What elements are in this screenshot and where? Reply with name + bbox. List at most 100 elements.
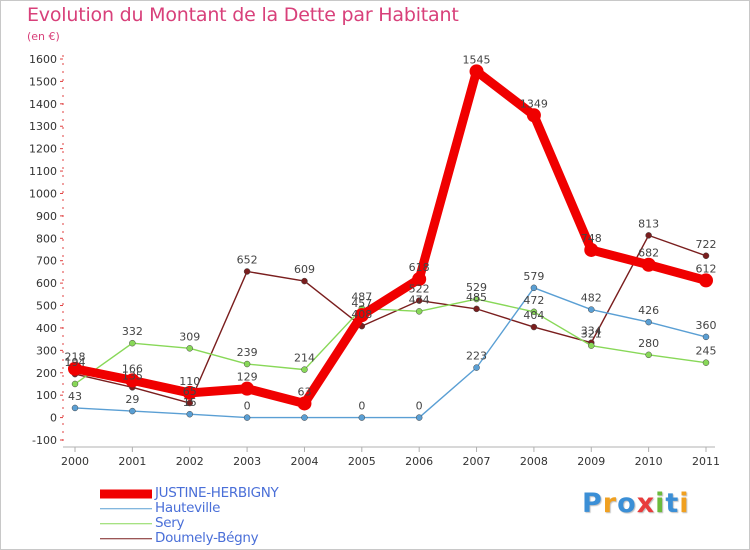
data-point-doumely-b-gny [530, 323, 538, 331]
data-label-doumely-b-gny: 722 [696, 238, 717, 251]
data-label-sery: 321 [581, 328, 602, 341]
data-label-justine-herbigny: 618 [409, 261, 430, 274]
data-label-hauteville: 579 [523, 270, 544, 283]
data-point-sery [301, 366, 308, 373]
logo-letter: o [617, 488, 637, 519]
data-point-doumely-b-gny [473, 305, 480, 313]
data-label-sery: 474 [409, 293, 430, 306]
legend-label: Hauteville [155, 500, 221, 516]
data-label-hauteville: 360 [696, 319, 717, 332]
data-point-sery [243, 360, 251, 368]
legend-swatch-justine-herbigny [100, 489, 152, 498]
data-label-hauteville: 426 [638, 304, 659, 317]
data-point-hauteville [71, 404, 79, 412]
y-tick-label: 1500 [29, 75, 57, 88]
data-label-justine-herbigny: 457 [351, 297, 372, 310]
data-label-doumely-b-gny: 522 [409, 283, 430, 296]
data-label-sery: 214 [294, 352, 315, 365]
data-label-sery: 487 [351, 290, 372, 303]
data-label-hauteville: 223 [466, 350, 487, 363]
logo-letter: r [602, 488, 618, 519]
data-label-justine-herbigny: 1545 [463, 53, 491, 66]
x-tick-label: 2008 [520, 455, 548, 468]
series-line-sery [74, 298, 707, 385]
data-label-hauteville: 0 [244, 400, 251, 413]
x-tick-label: 2009 [577, 455, 605, 468]
data-point-hauteville [415, 414, 423, 421]
data-label-doumely-b-gny: 404 [523, 309, 544, 322]
logo-letter: P [582, 488, 603, 519]
x-tick-label: 2001 [118, 455, 146, 468]
data-point-doumely-b-gny [415, 297, 423, 304]
y-tick-label: 1100 [29, 165, 57, 178]
data-point-sery [129, 339, 136, 347]
data-point-justine-herbigny [526, 108, 541, 123]
data-label-justine-herbigny: 682 [638, 247, 659, 260]
y-tick-label: 1600 [29, 53, 57, 66]
data-label-justine-herbigny: 1349 [520, 97, 548, 110]
series-line-doumely-b-gny [74, 234, 707, 404]
data-point-sery [186, 345, 193, 352]
data-label-justine-herbigny: 110 [179, 375, 200, 388]
x-tick-label: 2006 [405, 455, 433, 468]
data-point-sery [473, 295, 480, 303]
data-label-justine-herbigny: 748 [581, 232, 602, 245]
x-tick-label: 2011 [692, 455, 720, 468]
data-point-sery [702, 359, 710, 366]
y-tick-label: 700 [36, 255, 57, 268]
data-point-justine-herbigny [699, 273, 713, 288]
data-point-justine-herbigny [297, 396, 312, 411]
data-point-hauteville [473, 364, 480, 371]
data-point-sery [71, 380, 79, 388]
data-label-hauteville: 0 [416, 400, 423, 413]
data-label-justine-herbigny: 129 [237, 371, 258, 384]
data-label-hauteville: 43 [68, 390, 82, 403]
y-tick-label: 400 [36, 322, 57, 335]
data-point-hauteville [588, 306, 595, 313]
series-line-hauteville [74, 287, 707, 419]
data-label-doumely-b-gny: 194 [65, 356, 86, 369]
proxiti-logo: Proxiti [582, 488, 690, 519]
data-label-hauteville: 0 [358, 400, 365, 413]
data-label-hauteville: 482 [581, 292, 602, 305]
data-label-sery: 332 [122, 325, 143, 338]
chart-title: Evolution du Montant de la Dette par Hab… [27, 4, 459, 26]
data-label-sery: 280 [638, 337, 659, 350]
logo-letter: i [655, 488, 666, 519]
data-point-hauteville [301, 414, 308, 421]
y-tick-label: 900 [36, 210, 57, 223]
legend-swatch-hauteville [100, 507, 152, 510]
y-tick-label: -100 [32, 434, 57, 447]
data-point-doumely-b-gny [243, 268, 251, 275]
data-label-doumely-b-gny: 135 [122, 369, 143, 382]
legend-swatch-doumely-b-gny [100, 537, 152, 540]
x-tick-label: 2010 [635, 455, 663, 468]
data-label-sery: 239 [237, 346, 258, 359]
data-label-justine-herbigny: 63 [297, 385, 311, 398]
data-label-hauteville: 29 [125, 393, 139, 406]
data-point-doumely-b-gny [301, 277, 308, 285]
data-point-hauteville [186, 410, 193, 418]
data-point-doumely-b-gny [186, 399, 193, 407]
y-tick-label: 300 [36, 344, 57, 357]
x-tick-label: 2002 [176, 455, 204, 468]
data-label-doumely-b-gny: 813 [638, 217, 659, 230]
data-point-justine-herbigny [354, 308, 369, 323]
y-tick-label: 200 [36, 367, 57, 380]
data-point-hauteville [243, 414, 251, 421]
data-point-hauteville [702, 333, 710, 341]
data-label-doumely-b-gny: 609 [294, 263, 315, 276]
x-tick-label: 2000 [61, 455, 89, 468]
data-point-justine-herbigny [240, 381, 255, 396]
data-point-doumely-b-gny [645, 232, 652, 239]
data-point-hauteville [129, 407, 136, 415]
logo-letter: i [679, 488, 690, 519]
data-point-justine-herbigny [584, 242, 599, 257]
data-label-sery: 245 [696, 345, 717, 358]
x-tick-label: 2005 [348, 455, 376, 468]
y-tick-label: 800 [36, 232, 57, 245]
chart-subtitle: (en €) [27, 30, 60, 43]
y-tick-label: 500 [36, 300, 57, 313]
